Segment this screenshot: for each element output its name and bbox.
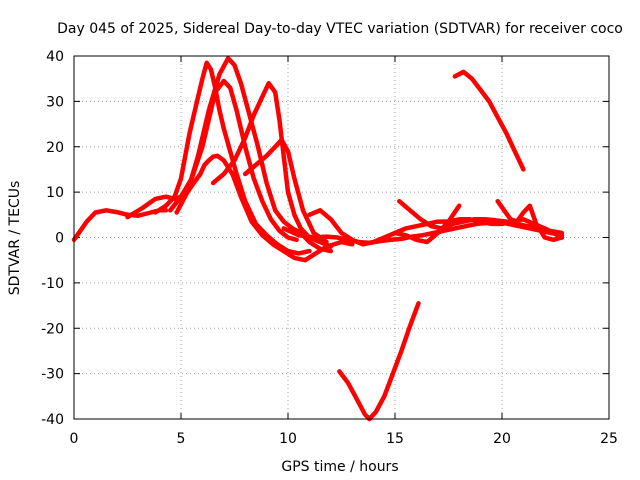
series-track-i xyxy=(307,203,462,247)
chart-title: Day 045 of 2025, Sidereal Day-to-day VTE… xyxy=(57,21,623,37)
y-tick-label: -30 xyxy=(41,367,64,383)
y-tick-label: -10 xyxy=(41,276,64,292)
x-tick-label: 20 xyxy=(493,431,511,447)
x-tick-label: 15 xyxy=(386,431,404,447)
tick-labels: 0 5 10 15 20 25 -40 -30 -20 -10 0 10 20 30 40 xyxy=(41,49,618,447)
y-tick-label: 40 xyxy=(46,49,64,65)
series-track-g xyxy=(242,137,329,245)
series-track-k xyxy=(392,217,565,240)
plot-frame xyxy=(73,55,610,420)
x-tick-label: 25 xyxy=(600,431,618,447)
x-axis-label: GPS time / hours xyxy=(281,459,398,475)
y-tick-label: 0 xyxy=(55,231,64,247)
data-series xyxy=(71,56,565,422)
y-tick-label: 30 xyxy=(46,94,64,110)
series-track-m xyxy=(452,69,526,172)
y-axis-label: SDTVAR / TECUs xyxy=(7,181,23,296)
y-tick-label: -20 xyxy=(41,321,64,337)
y-tick-label: 10 xyxy=(46,185,64,201)
y-tick-label: 20 xyxy=(46,140,64,156)
x-tick-label: 0 xyxy=(70,431,79,447)
series-track-n xyxy=(337,301,421,422)
series-track-a xyxy=(71,208,169,243)
grid xyxy=(74,56,609,419)
series-track-l xyxy=(495,198,565,243)
series-track-f xyxy=(210,80,334,249)
x-tick-label: 10 xyxy=(279,431,297,447)
y-tick-label: -40 xyxy=(41,412,64,428)
x-tick-label: 5 xyxy=(177,431,186,447)
